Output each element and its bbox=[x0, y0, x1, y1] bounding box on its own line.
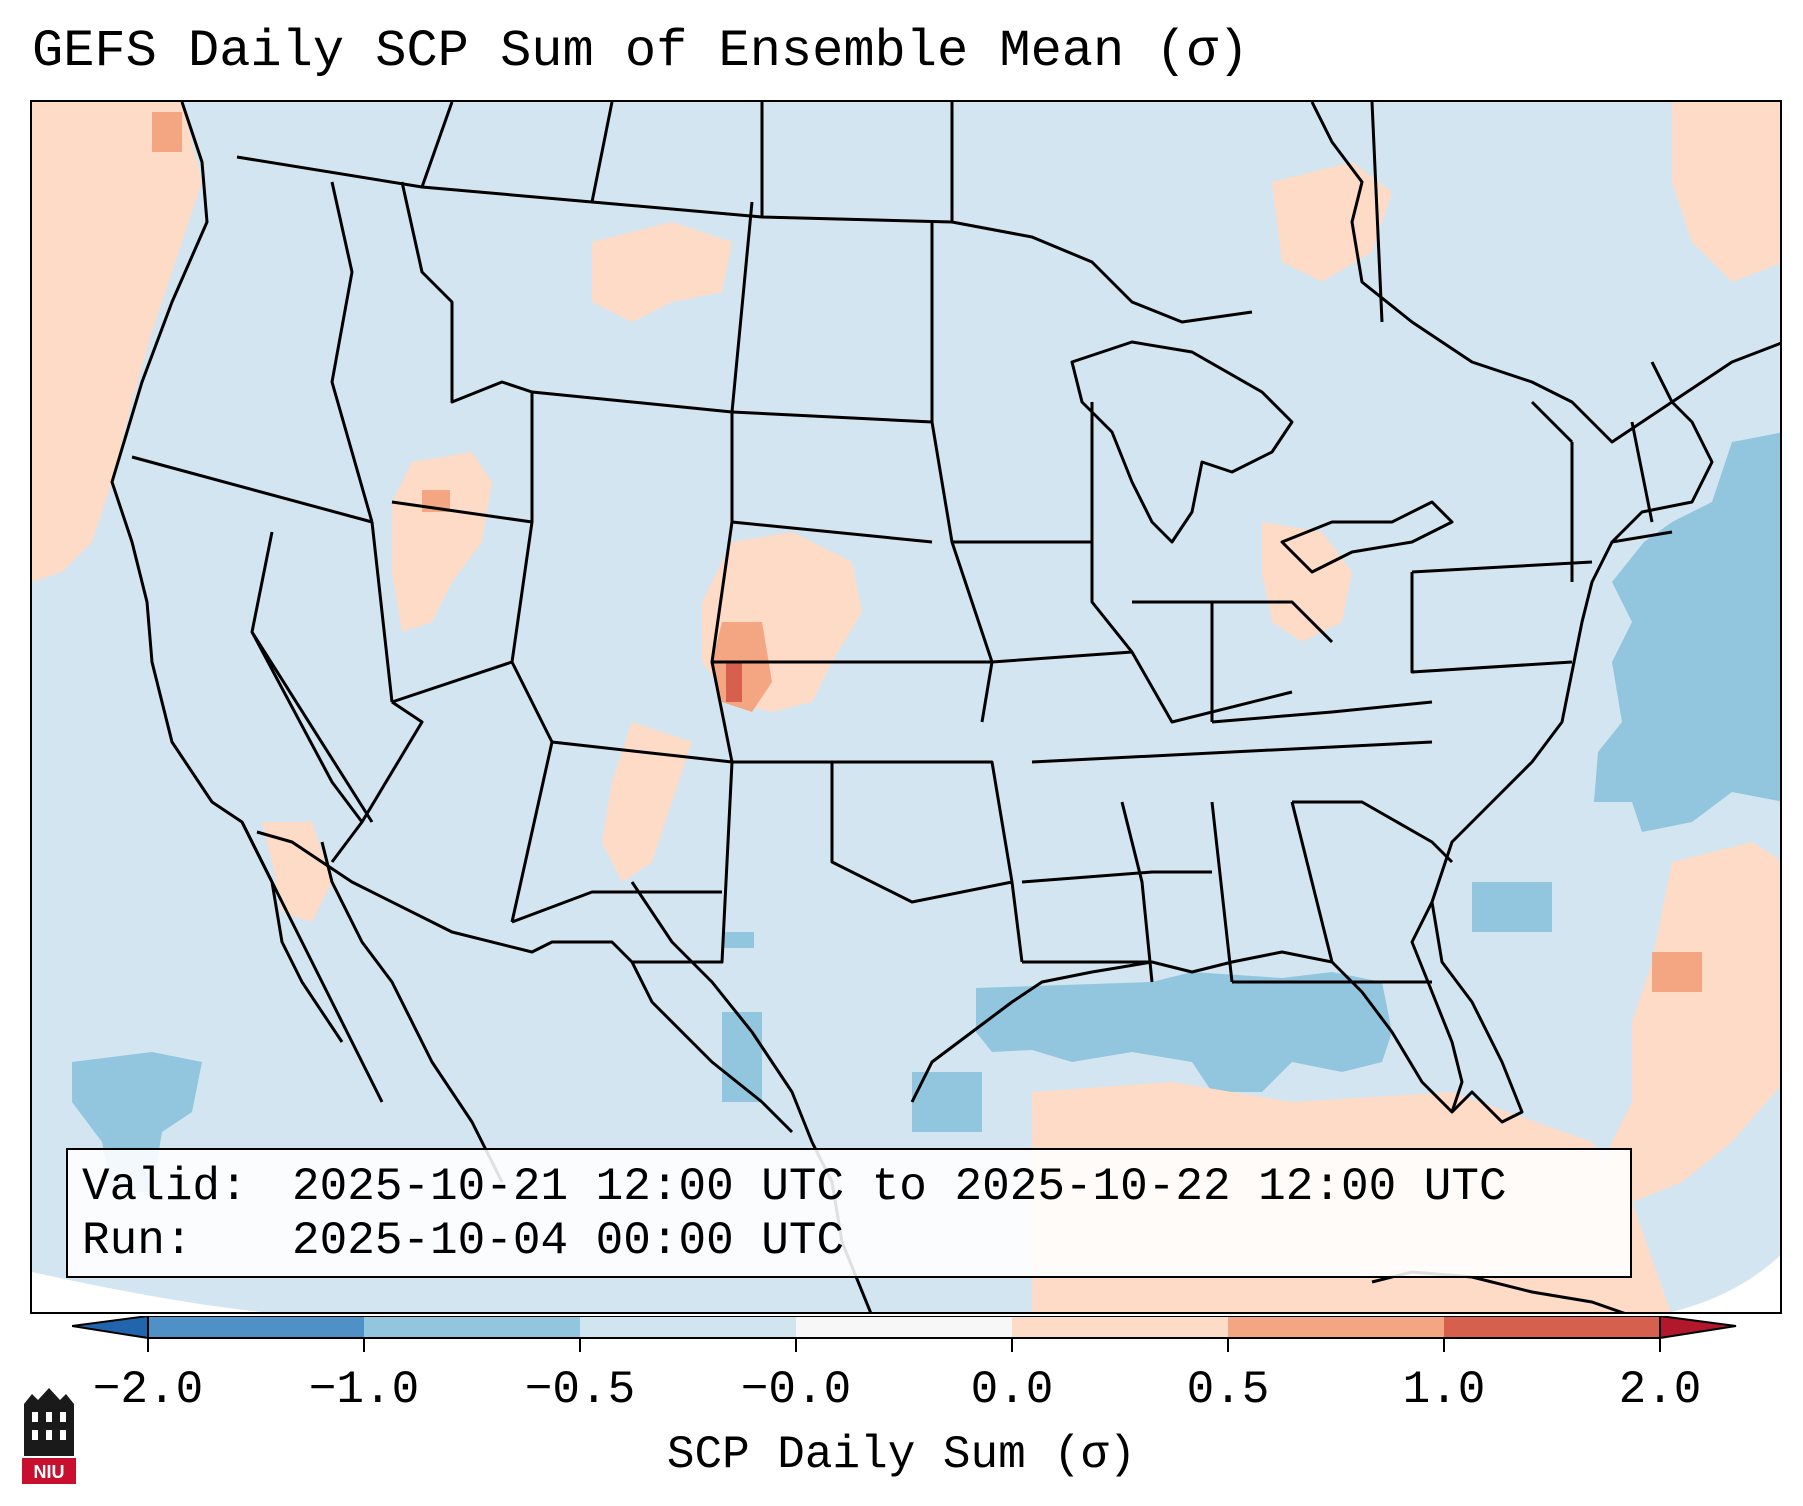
map-panel[interactable] bbox=[30, 100, 1782, 1314]
page-title: GEFS Daily SCP Sum of Ensemble Mean (σ) bbox=[32, 22, 1249, 81]
new-mexico-high bbox=[602, 722, 692, 882]
colorbar-tick-label: −2.0 bbox=[92, 1364, 204, 1416]
negative-anomaly-fields bbox=[72, 432, 1780, 1192]
positive-anomaly-fields bbox=[32, 102, 1780, 1312]
atlantic-high-cell bbox=[1652, 952, 1702, 992]
valid-label: Valid: bbox=[82, 1161, 248, 1213]
great-lakes bbox=[1070, 340, 1454, 574]
colorbar-tick-label: 2.0 bbox=[1618, 1364, 1702, 1416]
stronger-positive-anomaly-fields bbox=[152, 112, 1702, 992]
atlantic-low-cell bbox=[1472, 882, 1552, 932]
southeast-state-lines bbox=[1021, 740, 1454, 984]
colorbar-bin bbox=[1012, 1316, 1228, 1338]
colorbar-label: SCP Daily Sum (σ) bbox=[666, 1429, 1137, 1481]
colorbar-tick-label: −0.5 bbox=[524, 1364, 636, 1416]
northeast-state-lines bbox=[1410, 400, 1673, 674]
pacific-low-field bbox=[72, 1052, 202, 1192]
gulf-low-field bbox=[976, 972, 1392, 1092]
colorbar-frame bbox=[147, 1316, 1661, 1339]
ohio-valley-high bbox=[1262, 522, 1352, 642]
colorbar-tick-label: −0.0 bbox=[740, 1364, 852, 1416]
pacific-northwest-high bbox=[32, 102, 202, 582]
colorbar-bin bbox=[364, 1316, 580, 1338]
run-label: Run: bbox=[82, 1215, 193, 1267]
western-state-lines bbox=[131, 181, 424, 863]
colorbar-tick-label: 1.0 bbox=[1402, 1364, 1486, 1416]
niu-logo: NIU bbox=[22, 1388, 76, 1484]
colorbar bbox=[72, 1316, 1737, 1352]
valid-value: 2025-10-21 12:00 UTC to 2025-10-22 12:00… bbox=[292, 1161, 1507, 1213]
colorbar-tick-label: 0.0 bbox=[970, 1364, 1054, 1416]
texas-low-cell bbox=[724, 932, 754, 948]
baja-peninsula bbox=[240, 821, 504, 1183]
colorbar-extend-low bbox=[72, 1316, 149, 1340]
canada-province-lines bbox=[420, 102, 1384, 323]
run-value: 2025-10-04 00:00 UTC bbox=[292, 1215, 845, 1267]
strongest-positive-anomaly-fields bbox=[726, 662, 742, 702]
colorbar-tick-label: 0.5 bbox=[1186, 1364, 1270, 1416]
colorbar-bin bbox=[1228, 1316, 1444, 1338]
colorbar-bin bbox=[796, 1316, 1012, 1338]
run-time-row: Run: 2025-10-04 00:00 UTC bbox=[82, 1214, 844, 1268]
state-borders bbox=[131, 102, 1673, 1134]
colorbar-bin bbox=[580, 1316, 796, 1338]
east-coastline bbox=[1430, 361, 1714, 903]
colorbar-bin bbox=[148, 1316, 364, 1338]
canada-hudson-outline bbox=[1310, 102, 1780, 444]
colorbar-extend-high bbox=[1659, 1316, 1737, 1340]
northwest-coast-cell bbox=[152, 112, 182, 152]
florida-peninsula bbox=[1430, 901, 1524, 1124]
plains-state-lines bbox=[712, 201, 1024, 963]
colorbar-tick-label: −1.0 bbox=[308, 1364, 420, 1416]
valid-time-row: Valid: 2025-10-21 12:00 UTC to 2025-10-22… bbox=[82, 1160, 1507, 1214]
valid-time-box: Valid: 2025-10-21 12:00 UTC to 2025-10-22… bbox=[66, 1148, 1632, 1278]
map-canvas bbox=[32, 102, 1780, 1312]
atlantic-low-field bbox=[1594, 432, 1780, 832]
us-mexico-border bbox=[256, 830, 794, 1134]
colorbar-bin bbox=[1444, 1316, 1660, 1338]
mexico-low-cell bbox=[722, 1012, 762, 1102]
southwest-atlantic-high bbox=[1602, 842, 1780, 1202]
colorado-core-cell bbox=[726, 662, 742, 702]
west-coastline bbox=[110, 102, 344, 1043]
logo-text: NIU bbox=[34, 1462, 65, 1482]
midwest-state-lines bbox=[952, 402, 1433, 724]
utah-high bbox=[392, 452, 492, 632]
us-canada-border bbox=[236, 155, 1253, 324]
projection-edge bbox=[32, 1255, 1780, 1312]
quebec-high bbox=[1672, 102, 1780, 282]
colorbar-tick-marks bbox=[147, 1338, 1661, 1352]
plains-high bbox=[592, 222, 732, 322]
northeast-canada-high bbox=[1272, 162, 1392, 282]
